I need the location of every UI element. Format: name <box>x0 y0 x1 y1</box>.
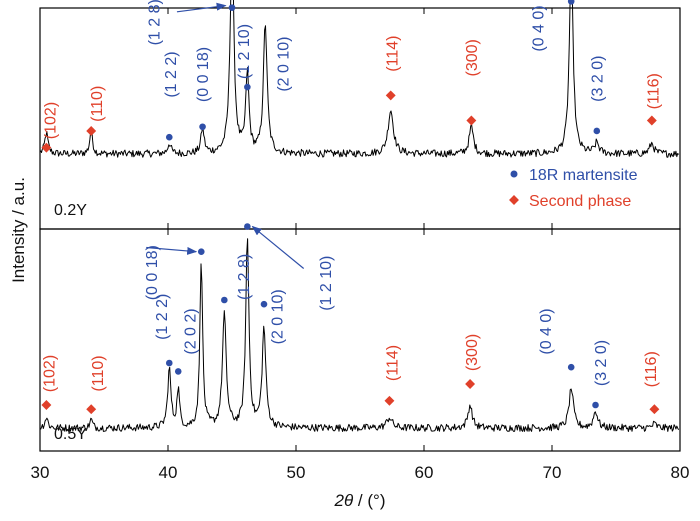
legend-label-martensite: 18R martensite <box>529 167 638 184</box>
peak-marker-martensite <box>244 83 251 91</box>
y-axis-label: Intensity / a.u. <box>9 177 28 283</box>
peak-label: (0 0 18) <box>195 47 212 102</box>
peak-label: (116) <box>646 73 663 109</box>
peak-label: (110) <box>90 355 107 391</box>
peak-marker-second-phase <box>41 400 52 410</box>
peak-marker-second-phase <box>465 379 476 389</box>
peak-label: (2 0 10) <box>269 289 286 344</box>
x-tick-label: 70 <box>543 463 562 482</box>
peak-marker-second-phase <box>649 404 660 415</box>
peak-marker-martensite <box>165 359 173 367</box>
peak-label: (102) <box>41 355 58 392</box>
panel-label-bottom: 0.5Y <box>54 426 87 443</box>
peak-marker-second-phase <box>466 115 477 126</box>
peak-marker-martensite <box>197 248 205 255</box>
peak-marker-martensite <box>593 127 601 135</box>
annotation-arrow <box>176 2 227 13</box>
peak-marker-martensite <box>174 368 182 375</box>
peak-label: (114) <box>384 36 401 72</box>
peak-label: (1 2 10) <box>236 24 253 79</box>
peak-label: (1 2 8) <box>236 254 253 300</box>
peak-marker-second-phase <box>384 395 395 406</box>
legend-marker-second-phase <box>509 195 519 205</box>
x-tick-label: 30 <box>31 463 50 482</box>
peak-marker-martensite <box>244 223 251 230</box>
peak-marker-second-phase <box>86 404 97 415</box>
peak-label: (110) <box>89 86 106 122</box>
legend: 18R martensite Second phase <box>509 167 638 210</box>
peak-marker-martensite <box>567 363 575 371</box>
pattern-line-0.5Y <box>40 238 680 432</box>
x-axis-label: 2θ / (°) <box>334 491 386 510</box>
peak-label: (114) <box>384 345 401 381</box>
peak-label: (3 2 0) <box>593 340 610 386</box>
peak-marker-martensite <box>260 300 268 308</box>
peak-marker-martensite <box>228 4 236 11</box>
peak-label: (116) <box>643 351 660 387</box>
panel-label-top: 0.2Y <box>54 202 87 219</box>
pattern-line-0.2Y <box>40 0 679 158</box>
peak-marker-martensite <box>567 0 575 5</box>
annotation-arrow <box>146 246 198 255</box>
peak-label: (300) <box>464 334 481 371</box>
peak-marker-martensite <box>592 401 599 409</box>
peak-label: (2 0 10) <box>276 36 293 91</box>
peak-marker-second-phase <box>385 90 396 101</box>
x-tick-label: 80 <box>671 463 690 482</box>
peak-label: (2 0 2) <box>182 308 199 354</box>
peak-label: (1 2 2) <box>163 51 180 97</box>
peak-label: (0 0 18) <box>144 245 161 300</box>
peak-label: (102) <box>43 102 60 139</box>
x-tick-label: 60 <box>415 463 434 482</box>
annotation-arrow <box>251 225 305 269</box>
x-tick-label: 50 <box>287 463 306 482</box>
legend-marker-martensite <box>510 170 518 178</box>
peak-label: (0 4 0) <box>538 308 555 354</box>
peak-marker-martensite <box>221 296 228 304</box>
peak-marker-martensite <box>199 123 206 131</box>
peak-marker-martensite <box>165 133 173 141</box>
peak-label: (3 2 0) <box>589 56 606 102</box>
peak-marker-second-phase <box>646 115 657 126</box>
panel-bottom-frame <box>39 228 681 452</box>
peak-label: (1 2 8) <box>146 0 163 45</box>
data-layer: (102) (110)(1 2 2) (0 0 18)(1 2 8)(1 2 10)… <box>40 0 680 432</box>
peak-label: (300) <box>464 39 481 76</box>
x-axis-ticks: 30 40 50 60 70 80 <box>31 8 690 482</box>
x-tick-label: 40 <box>159 463 178 482</box>
peak-marker-second-phase <box>86 126 97 136</box>
peak-label: (0 4 0) <box>530 5 547 51</box>
peak-label: (1 2 10) <box>318 256 335 311</box>
peak-marker-second-phase <box>41 142 52 153</box>
peak-label: (1 2 2) <box>154 294 171 340</box>
legend-label-second-phase: Second phase <box>529 193 631 210</box>
x-axis-symbol: 2θ <box>334 491 354 510</box>
x-axis-unit: / (°) <box>353 491 385 510</box>
